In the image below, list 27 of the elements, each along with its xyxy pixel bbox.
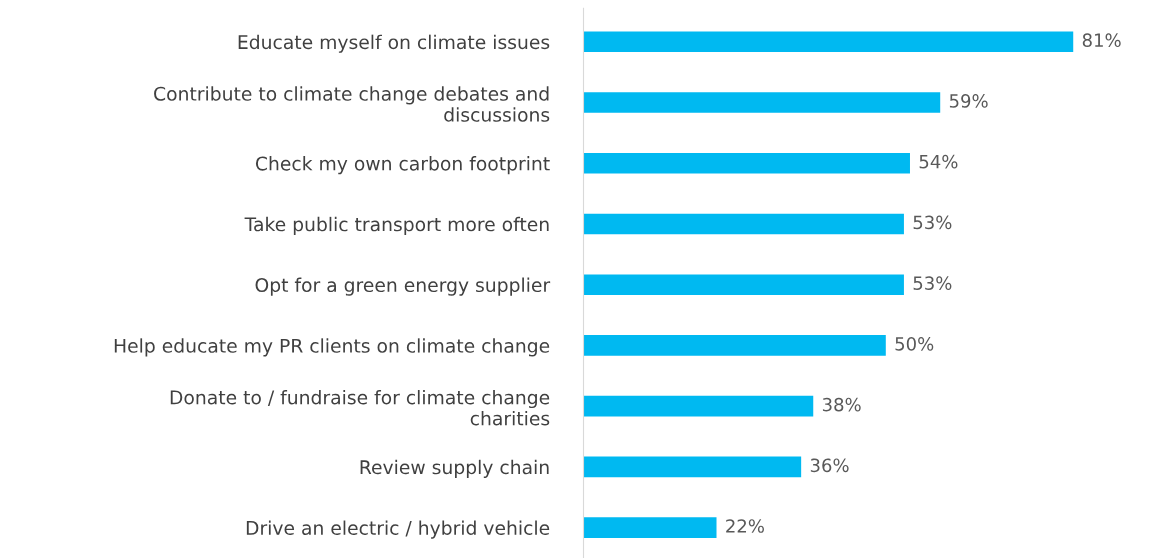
y-tick-label: Take public transport more often xyxy=(244,216,549,235)
bar xyxy=(583,92,941,113)
data-label: 22% xyxy=(726,519,764,533)
data-label: 54% xyxy=(919,154,958,169)
bar xyxy=(583,335,886,356)
y-tick-label: Opt for a green energy supplier xyxy=(255,277,551,296)
y-tick-label: Educate myself on climate issues xyxy=(238,34,550,53)
data-label: 50% xyxy=(895,337,934,351)
data-label: 53% xyxy=(913,215,952,230)
bar xyxy=(583,517,717,538)
data-label: 36% xyxy=(810,458,849,473)
bar xyxy=(583,274,904,296)
data-label: 53% xyxy=(913,276,952,290)
bar xyxy=(583,152,910,174)
data-label: 59% xyxy=(949,94,988,108)
bar xyxy=(583,395,814,417)
y-tick-label: Drive an electric / hybrid vehicle xyxy=(246,520,550,539)
y-tick-label: Check my own carbon footprint xyxy=(255,156,550,175)
y-tick-label: Help educate my PR clients on climate change xyxy=(114,338,550,357)
data-label: 81% xyxy=(1082,33,1121,48)
bar xyxy=(583,213,904,235)
y-tick-label: Review supply chain xyxy=(360,459,549,478)
y-tick-label: Donate to / fundraise for climate change charities xyxy=(170,389,550,426)
bar xyxy=(583,456,802,478)
data-label: 38% xyxy=(822,397,861,412)
bar xyxy=(583,31,1074,53)
y-tick-label: Contribute to climate change debates and discussions xyxy=(154,86,550,122)
